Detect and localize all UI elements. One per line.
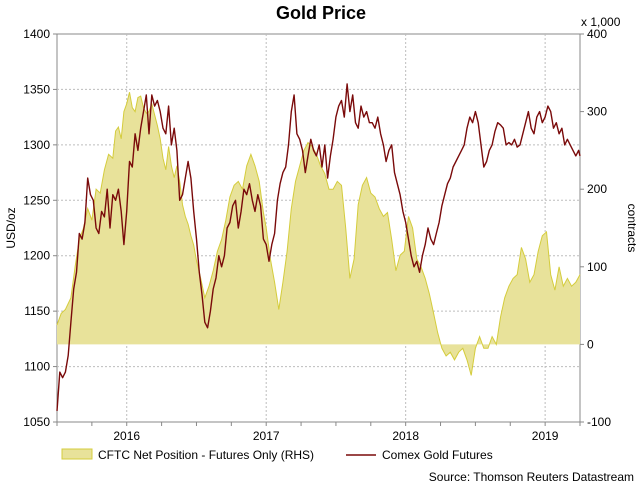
legend-swatch-cftc bbox=[61, 448, 93, 460]
y2-tick-label: 100 bbox=[587, 260, 607, 274]
cftc-area-layer bbox=[56, 92, 581, 376]
legend-label-cftc: CFTC Net Position - Futures Only (RHS) bbox=[98, 448, 314, 462]
x-axis-ticks: 2016 2017 2018 2019 bbox=[56, 422, 581, 443]
y-tick-label: 1350 bbox=[23, 82, 50, 96]
y2-axis-label: contracts bbox=[625, 204, 639, 253]
right-axis-ticks: -100 0 100 200 300 400 bbox=[580, 27, 611, 429]
source-note: Source: Thomson Reuters Datastream bbox=[429, 470, 634, 484]
y2-tick-label: 400 bbox=[587, 27, 607, 41]
y-tick-label: 1300 bbox=[23, 138, 50, 152]
x-tick-label: 2016 bbox=[113, 429, 140, 443]
y2-tick-label: 200 bbox=[587, 182, 607, 196]
comex-gold-line bbox=[56, 83, 581, 411]
cftc-area-fill bbox=[57, 92, 580, 376]
y-tick-label: 1050 bbox=[23, 415, 50, 429]
y2-tick-label: -100 bbox=[587, 415, 611, 429]
left-axis-ticks: 1050 1100 1150 1200 1250 1300 1350 1400 bbox=[23, 27, 57, 429]
y-tick-label: 1250 bbox=[23, 193, 50, 207]
legend-label-comex: Comex Gold Futures bbox=[382, 448, 493, 462]
x-tick-label: 2019 bbox=[532, 429, 559, 443]
legend: CFTC Net Position - Futures Only (RHS) C… bbox=[61, 448, 493, 462]
comex-line-layer bbox=[56, 83, 581, 411]
y-tick-label: 1400 bbox=[23, 27, 50, 41]
y-tick-label: 1150 bbox=[24, 304, 50, 318]
y2-tick-label: 0 bbox=[587, 337, 594, 351]
chart-title: Gold Price bbox=[276, 3, 366, 23]
cftc-area-outline bbox=[56, 92, 581, 376]
y-tick-label: 1100 bbox=[24, 360, 50, 374]
y-axis-label: USD/oz bbox=[4, 207, 18, 248]
y2-multiplier-note: x 1,000 bbox=[581, 15, 621, 29]
y2-tick-label: 300 bbox=[587, 105, 607, 119]
y-tick-label: 1200 bbox=[23, 249, 50, 263]
x-tick-label: 2017 bbox=[253, 429, 280, 443]
x-tick-label: 2018 bbox=[392, 429, 419, 443]
